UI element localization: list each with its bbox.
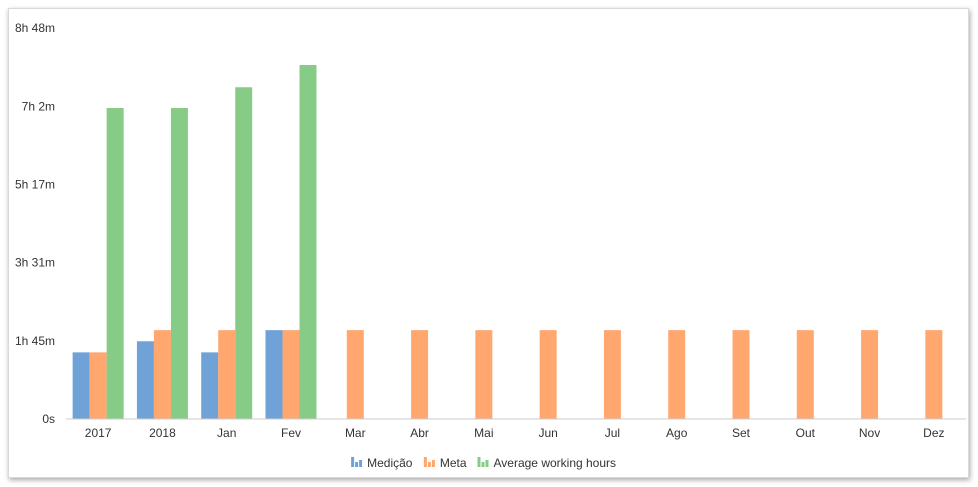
bar-meta[interactable]	[475, 330, 493, 419]
legend-label: Meta	[440, 456, 467, 470]
chart-container: 0s 1h 45m 3h 31m 5h 17m 7h 2m 8h 48m 2017 2018…	[8, 8, 969, 478]
legend-icon-bar	[431, 460, 435, 467]
x-tick-label: Abr	[410, 426, 429, 440]
bar-average-working-hours[interactable]	[170, 107, 188, 420]
bar-chart: 0s 1h 45m 3h 31m 5h 17m 7h 2m 8h 48m 2017 2018…	[15, 21, 966, 470]
bar-chart-icon	[423, 457, 435, 467]
y-tick-label: 7h 2m	[22, 99, 55, 113]
bar-meta[interactable]	[732, 330, 750, 419]
legend-icon-bar	[477, 457, 481, 467]
y-tick-label: 1h 45m	[15, 334, 55, 348]
bar-average-working-hours[interactable]	[106, 107, 124, 420]
y-tick-label: 0s	[42, 412, 55, 426]
bar-medi-o[interactable]	[201, 352, 219, 419]
legend-icon-bar	[427, 462, 431, 467]
bar-chart-icon	[351, 457, 363, 467]
x-tick-label: Dez	[923, 426, 944, 440]
x-tick-label: Nov	[859, 426, 880, 440]
y-tick-label: 8h 48m	[15, 21, 55, 35]
x-tick-label: 2017	[85, 426, 112, 440]
bar-meta[interactable]	[89, 352, 107, 419]
x-axis: 2017 2018 Jan Fev Mar Abr Mai Jun Jul Ago Set Out No…	[85, 426, 945, 440]
legend-item-average-working-hours[interactable]: Average working hours	[477, 456, 617, 470]
x-tick-label: Fev	[281, 426, 301, 440]
legend-icon-bar	[423, 457, 427, 467]
bar-meta[interactable]	[282, 330, 300, 419]
legend-icon-bar	[485, 460, 489, 467]
bar-meta[interactable]	[925, 330, 943, 419]
bar-medi-o[interactable]	[72, 352, 90, 419]
legend-icon-bar	[355, 462, 359, 467]
x-tick-label: Mai	[474, 426, 493, 440]
bar-meta[interactable]	[539, 330, 557, 419]
x-tick-label: Ago	[666, 426, 688, 440]
legend-icon-bar	[359, 460, 363, 467]
bar-meta[interactable]	[411, 330, 429, 419]
bar-meta[interactable]	[218, 330, 236, 419]
legend-item-medi-o[interactable]: Medição	[351, 456, 413, 470]
bars-group	[72, 65, 943, 420]
y-tick-label: 3h 31m	[15, 256, 55, 270]
x-tick-label: Jun	[538, 426, 557, 440]
y-tick-label: 5h 17m	[15, 177, 55, 191]
legend[interactable]: Medição Meta Average working hours	[351, 456, 616, 470]
x-tick-label: Jul	[605, 426, 620, 440]
bar-meta[interactable]	[346, 330, 364, 419]
x-tick-label: Out	[796, 426, 816, 440]
legend-label: Medição	[367, 456, 413, 470]
x-tick-label: Set	[732, 426, 751, 440]
y-axis: 0s 1h 45m 3h 31m 5h 17m 7h 2m 8h 48m	[15, 21, 55, 426]
x-tick-label: 2018	[149, 426, 176, 440]
bar-medi-o[interactable]	[136, 341, 154, 419]
bar-meta[interactable]	[153, 330, 171, 419]
legend-item-meta[interactable]: Meta	[423, 456, 467, 470]
legend-icon-bar	[481, 462, 485, 467]
legend-label: Average working hours	[494, 456, 617, 470]
bar-medi-o[interactable]	[265, 330, 283, 419]
bar-meta[interactable]	[603, 330, 621, 419]
bar-meta[interactable]	[796, 330, 814, 419]
bar-meta[interactable]	[668, 330, 686, 419]
x-tick-label: Jan	[217, 426, 236, 440]
x-tick-label: Mar	[345, 426, 366, 440]
legend-icon-bar	[351, 457, 355, 467]
bar-average-working-hours[interactable]	[235, 87, 253, 419]
bar-average-working-hours[interactable]	[299, 65, 317, 419]
bar-chart-icon	[477, 457, 489, 467]
bar-meta[interactable]	[861, 330, 879, 419]
